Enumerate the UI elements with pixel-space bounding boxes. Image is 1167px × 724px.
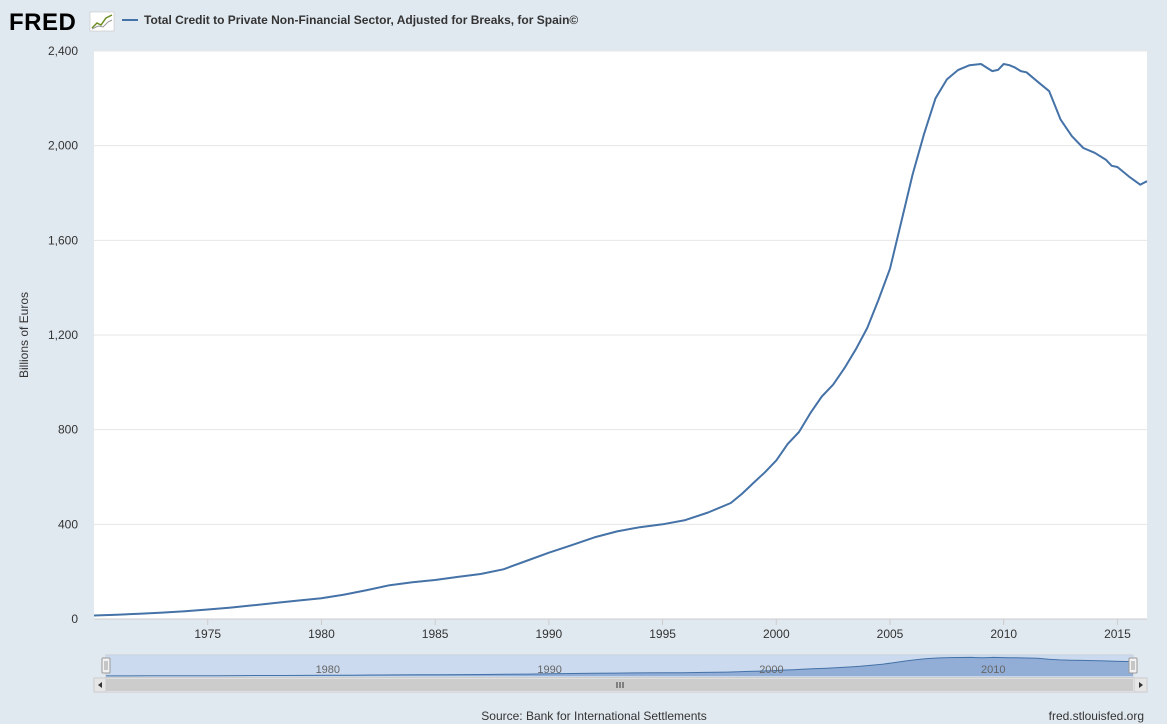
navigator-tick-label: 2000 [759, 664, 783, 676]
scrollbar-grip-icon [616, 682, 624, 688]
gridlines [94, 50, 1147, 620]
navigator-ticks: 1980 1990 2000 2010 [316, 664, 1006, 676]
fred-logo[interactable]: FRED [9, 9, 115, 36]
scroll-left-icon [98, 682, 102, 688]
x-tick-label: 2005 [877, 627, 904, 641]
y-tick-label: 0 [71, 612, 78, 626]
fred-logo-graph-icon [89, 11, 115, 32]
navigator-area [106, 657, 1133, 676]
scrollbar[interactable] [93, 677, 1148, 693]
source-text: Source: Bank for International Settlemen… [481, 709, 706, 723]
fred-logo-text: FRED [9, 9, 76, 36]
x-tick-label: 2015 [1104, 627, 1131, 641]
x-tick-label: 1975 [194, 627, 221, 641]
scrollbar-right-arrow[interactable] [1133, 677, 1148, 693]
x-tick-label: 1980 [308, 627, 335, 641]
y-tick-label: 1,600 [48, 233, 78, 247]
navigator-right-handle[interactable] [1128, 657, 1138, 674]
x-axis-ticks: 1975 1980 1985 1990 1995 2000 2005 2010 2015 [194, 619, 1131, 641]
y-tick-label: 1,200 [48, 328, 78, 342]
series-title: Total Credit to Private Non-Financial Se… [144, 13, 578, 27]
y-tick-label: 2,000 [48, 139, 78, 153]
navigator-tick-label: 1990 [537, 664, 561, 676]
y-axis-title: Billions of Euros [17, 292, 31, 378]
x-tick-label: 1995 [649, 627, 676, 641]
x-tick-label: 2000 [763, 627, 790, 641]
x-tick-label: 1990 [536, 627, 563, 641]
navigator-tick-label: 1980 [316, 664, 340, 676]
scroll-right-icon [1139, 682, 1143, 688]
navigator[interactable]: 1980 1990 2000 2010 [101, 654, 1138, 678]
x-tick-label: 2010 [990, 627, 1017, 641]
navigator-tick-label: 2010 [981, 664, 1005, 676]
y-tick-label: 400 [58, 517, 78, 531]
site-link[interactable]: fred.stlouisfed.org [1049, 709, 1144, 723]
y-axis-ticks: 0 400 800 1,200 1,600 2,000 2,400 [48, 44, 78, 626]
series-line-spain-credit [93, 63, 1148, 617]
navigator-line [106, 656, 1134, 677]
y-tick-label: 2,400 [48, 44, 78, 58]
y-tick-label: 800 [58, 423, 78, 437]
x-tick-label: 1985 [422, 627, 449, 641]
navigator-left-handle[interactable] [101, 657, 111, 674]
scrollbar-left-arrow[interactable] [93, 677, 107, 693]
